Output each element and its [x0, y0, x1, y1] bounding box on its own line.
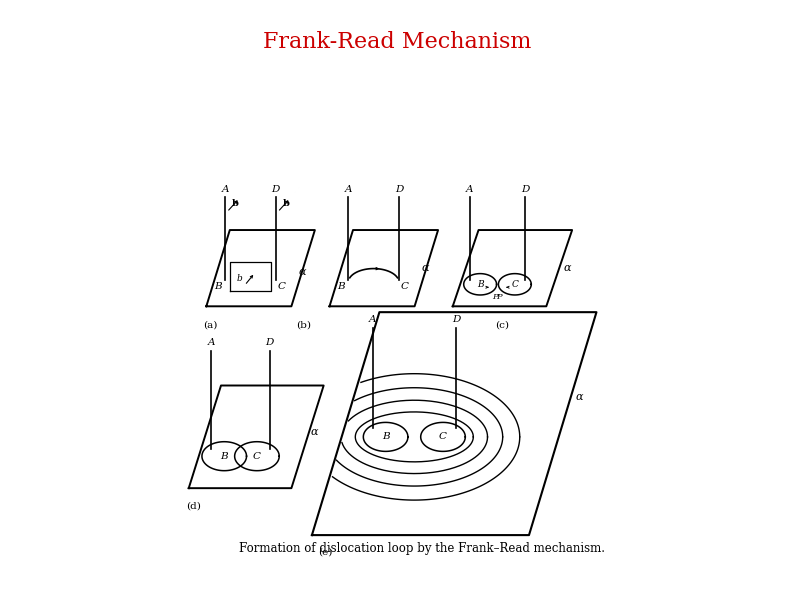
Text: Frank-Read Mechanism: Frank-Read Mechanism	[263, 30, 531, 52]
Text: A: A	[466, 185, 473, 194]
Text: A: A	[207, 338, 215, 347]
Text: B: B	[221, 452, 228, 461]
Text: D: D	[272, 185, 280, 194]
Text: (d): (d)	[186, 501, 201, 510]
Text: D: D	[266, 338, 274, 347]
Text: P: P	[496, 293, 502, 301]
Text: C: C	[511, 280, 518, 289]
Text: D: D	[395, 185, 403, 194]
Text: C: C	[253, 452, 261, 461]
Text: A: A	[222, 185, 229, 194]
Text: B: B	[382, 433, 389, 441]
Text: B: B	[477, 280, 484, 289]
Text: C: C	[278, 282, 286, 291]
Text: α: α	[576, 392, 584, 402]
Text: b: b	[232, 199, 239, 208]
Text: A: A	[345, 185, 352, 194]
Text: Formation of dislocation loop by the Frank–Read mechanism.: Formation of dislocation loop by the Fra…	[239, 542, 604, 555]
Text: A: A	[369, 315, 376, 324]
Text: α: α	[299, 267, 306, 277]
Text: α: α	[563, 263, 571, 273]
Text: (a): (a)	[203, 321, 218, 330]
Text: P': P'	[492, 293, 500, 301]
Text: b: b	[283, 199, 290, 208]
Text: B: B	[214, 282, 222, 291]
Text: C: C	[401, 282, 409, 291]
Text: (b): (b)	[296, 321, 311, 330]
Text: α: α	[422, 263, 430, 273]
Text: (e): (e)	[318, 548, 332, 557]
Text: D: D	[452, 315, 460, 324]
Text: (c): (c)	[495, 321, 509, 330]
Text: b: b	[237, 274, 243, 283]
Text: B: B	[337, 282, 345, 291]
Text: C: C	[439, 433, 447, 441]
Text: D: D	[521, 185, 530, 194]
Text: α: α	[310, 427, 318, 437]
